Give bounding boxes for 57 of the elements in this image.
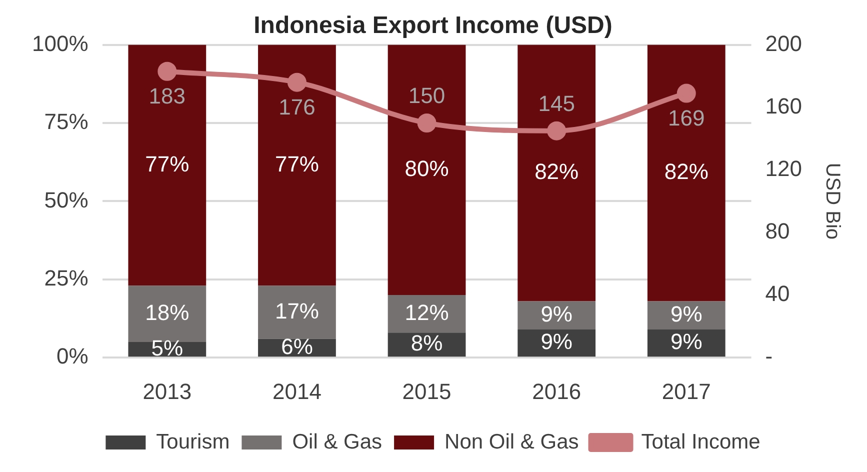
data-label: 145 — [538, 90, 575, 116]
data-label: 183 — [148, 83, 186, 108]
data-label: 18% — [145, 300, 190, 325]
bar — [128, 44, 206, 286]
y2-tick-label: 160 — [765, 93, 802, 118]
bar — [258, 44, 336, 286]
point — [676, 84, 696, 103]
x-tick-label: 2013 — [142, 378, 192, 404]
data-label: 150 — [408, 83, 446, 108]
point — [158, 62, 177, 81]
y-tick-label: 50% — [44, 187, 88, 212]
y-tick-label: 25% — [44, 265, 88, 290]
data-label: 6% — [281, 334, 313, 359]
bar — [647, 301, 726, 330]
data-label: 80% — [404, 156, 449, 181]
data-label: 82% — [664, 159, 708, 184]
bar — [258, 286, 336, 339]
chart-title: Indonesia Export Income (USD) — [254, 12, 612, 40]
bar — [388, 295, 466, 333]
data-label: 8% — [410, 330, 443, 356]
data-label: 5% — [151, 335, 184, 360]
data-label: 169 — [668, 105, 705, 130]
y-tick-label: 75% — [44, 109, 88, 134]
legend-label: Total Income — [641, 430, 760, 454]
x-tick-label: 2015 — [402, 378, 452, 404]
y2-tick-label: - — [765, 344, 773, 369]
y2-axis-title: USD Bio — [821, 162, 844, 240]
point — [547, 121, 566, 140]
x-tick-label: 2014 — [272, 378, 322, 404]
y2-tick-label: 80 — [765, 218, 790, 244]
bar — [647, 44, 726, 302]
point — [417, 114, 436, 132]
y2-tick-label: 40 — [765, 281, 790, 306]
bar — [388, 44, 466, 296]
legend-label: Oil & Gas — [292, 430, 382, 454]
x-tick-label: 2016 — [532, 378, 582, 404]
data-label: 17% — [274, 298, 319, 324]
data-label: 9% — [540, 301, 572, 326]
y-tick-label: 100% — [32, 30, 88, 56]
data-label: 77% — [145, 151, 190, 176]
point — [287, 72, 306, 92]
bar — [518, 301, 596, 330]
data-label: 176 — [278, 94, 316, 120]
y2-tick-label: 120 — [765, 156, 802, 181]
y-tick-label: 0% — [56, 344, 88, 369]
data-label: 77% — [274, 151, 319, 176]
legend-label: Tourism — [156, 430, 230, 454]
data-label: 82% — [534, 159, 579, 184]
data-label: 9% — [540, 329, 572, 354]
data-label: 9% — [670, 301, 702, 326]
y2-tick-label: 200 — [765, 30, 802, 56]
data-label: 9% — [670, 329, 702, 354]
x-tick-label: 2017 — [662, 378, 711, 404]
bar — [518, 44, 596, 302]
legend-label: Non Oil & Gas — [444, 430, 579, 454]
data-label: 12% — [404, 300, 449, 325]
bar — [128, 286, 206, 342]
